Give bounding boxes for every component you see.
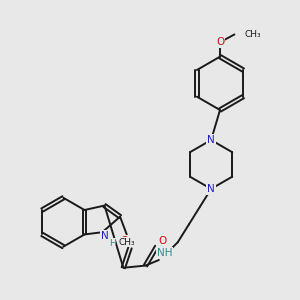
Text: CH₃: CH₃: [118, 238, 135, 247]
Text: O: O: [120, 236, 129, 246]
Text: O: O: [216, 37, 224, 47]
Text: N: N: [100, 231, 108, 241]
Text: NH: NH: [157, 248, 172, 258]
Text: N: N: [207, 135, 215, 145]
Text: H: H: [109, 239, 116, 248]
Text: CH₃: CH₃: [244, 30, 261, 39]
Text: O: O: [158, 236, 166, 246]
Text: N: N: [207, 184, 215, 194]
